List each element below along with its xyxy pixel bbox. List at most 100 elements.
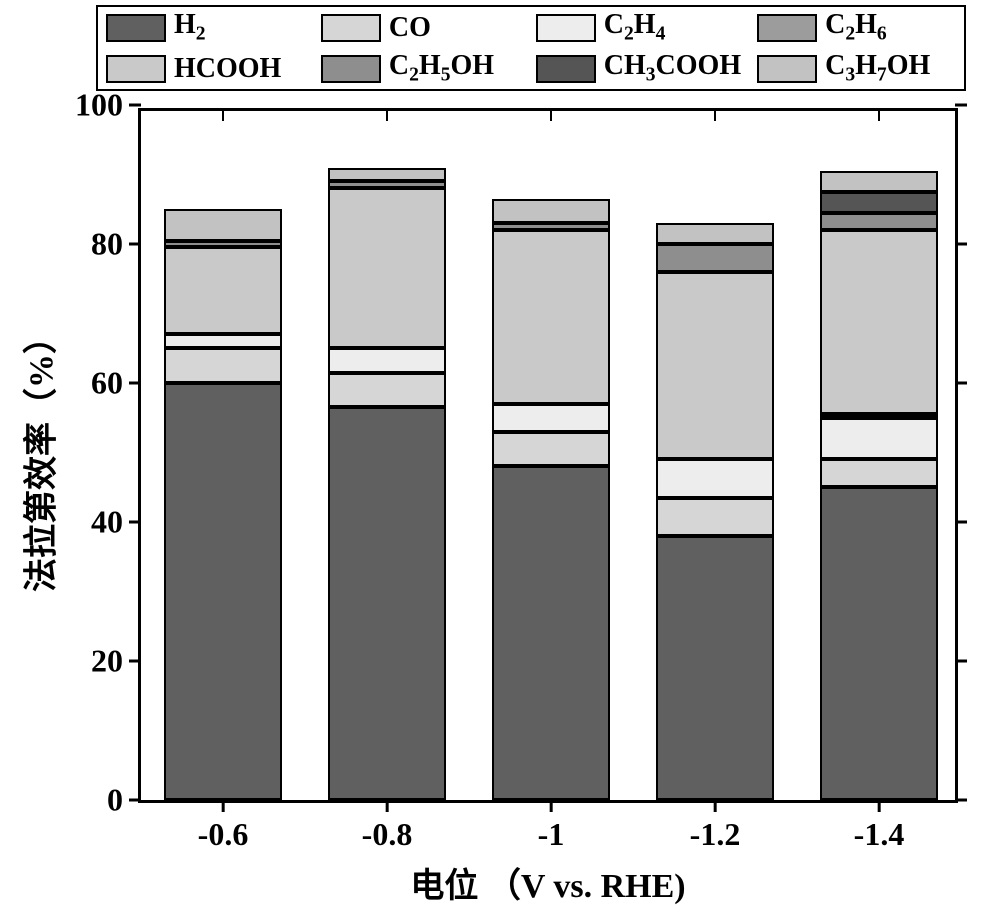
chart-canvas: H2COC2H4C2H6HCOOHC2H5OHCH3COOHC3H7OH 020… <box>0 0 1000 908</box>
y-tick-mark <box>129 382 141 385</box>
legend-label: C2H5OH <box>389 50 494 87</box>
x-tick-label: -1.4 <box>854 812 905 853</box>
legend-item-C3H7OH: C3H7OH <box>749 48 964 89</box>
y-axis-label: 法拉第效率（%） <box>14 320 63 592</box>
bar-segment-CO <box>820 459 938 487</box>
y-tick-mark <box>129 521 141 524</box>
legend-item-C2H6: C2H6 <box>749 7 964 48</box>
legend-item-CH3COOH: CH3COOH <box>528 48 749 89</box>
bar-segment-H2 <box>492 466 610 800</box>
bar-segment-H2 <box>820 487 938 800</box>
bar-segment-C2H4 <box>164 334 282 348</box>
y-tick-mark <box>129 104 141 107</box>
y-tick: 20 <box>91 643 141 680</box>
y-tick-mark-right <box>955 660 967 663</box>
bar-segment-H2 <box>164 383 282 800</box>
y-tick-label: 0 <box>107 782 129 819</box>
legend-swatch <box>106 55 166 83</box>
bar-group <box>656 105 774 800</box>
bar-segment-C2H4 <box>820 418 938 460</box>
bar-segment-C2H5OH <box>164 241 282 248</box>
legend-label: CO <box>389 12 431 44</box>
bar-segment-C3H7OH <box>656 223 774 244</box>
legend-swatch <box>536 14 596 42</box>
legend-item-CO: CO <box>313 10 528 46</box>
legend-item-C2H5OH: C2H5OH <box>313 48 528 89</box>
y-tick-label: 40 <box>91 504 129 541</box>
bar-segment-C3H7OH <box>164 209 282 240</box>
x-tick-label: -0.6 <box>198 812 249 853</box>
bar-segment-HCOOH <box>492 230 610 404</box>
y-tick-mark-right <box>955 799 967 802</box>
legend-item-C2H4: C2H4 <box>528 7 749 48</box>
x-tick: -0.6 <box>198 800 249 853</box>
bar-segment-H2 <box>656 536 774 800</box>
bar-segment-HCOOH <box>328 188 446 348</box>
y-tick: 80 <box>91 226 141 263</box>
bar-segment-H2 <box>328 407 446 800</box>
bar-segment-C2H4 <box>328 348 446 372</box>
bar-group <box>328 105 446 800</box>
bar-segment-C2H5OH <box>656 244 774 272</box>
legend-label: C3H7OH <box>825 50 930 87</box>
y-tick-mark <box>129 243 141 246</box>
legend-swatch <box>757 14 817 42</box>
x-tick-top <box>550 111 552 121</box>
x-axis-label: 电位 （V vs. RHE) <box>410 858 685 907</box>
bar-segment-C2H5OH <box>820 213 938 230</box>
y-tick: 0 <box>107 782 141 819</box>
x-tick-top <box>222 111 224 121</box>
x-tick-mark <box>714 800 717 812</box>
y-tick-mark-right <box>955 243 967 246</box>
bar-group <box>492 105 610 800</box>
y-tick: 40 <box>91 504 141 541</box>
bar-segment-HCOOH <box>820 230 938 414</box>
bar-segment-C2H5OH <box>492 223 610 230</box>
x-tick-mark <box>386 800 389 812</box>
legend-label: HCOOH <box>174 53 281 85</box>
x-tick: -1.2 <box>690 800 741 853</box>
legend-item-HCOOH: HCOOH <box>98 51 313 87</box>
legend-swatch <box>106 14 166 42</box>
legend: H2 CO C2H4 C2H6 HCOOH C2H5OH CH3COOH C3H7OH <box>96 5 966 91</box>
legend-swatch <box>757 55 817 83</box>
y-tick-label: 80 <box>91 226 129 263</box>
x-tick: -0.8 <box>362 800 413 853</box>
y-tick-label: 100 <box>75 87 129 124</box>
x-tick-top <box>878 111 880 121</box>
y-tick: 60 <box>91 365 141 402</box>
bar-segment-C2H4 <box>492 404 610 432</box>
y-tick-mark <box>129 660 141 663</box>
bar-group <box>164 105 282 800</box>
legend-swatch <box>321 55 381 83</box>
legend-label: C2H6 <box>825 9 887 46</box>
bar-segment-C3H7OH <box>820 171 938 192</box>
legend-label: C2H4 <box>604 9 666 46</box>
y-tick-mark-right <box>955 104 967 107</box>
bar-segment-HCOOH <box>164 247 282 334</box>
bar-segment-CO <box>164 348 282 383</box>
y-tick-label: 20 <box>91 643 129 680</box>
x-tick: -1 <box>538 800 565 853</box>
y-tick: 100 <box>75 87 141 124</box>
x-tick-mark <box>222 800 225 812</box>
legend-swatch <box>321 14 381 42</box>
y-tick-mark-right <box>955 521 967 524</box>
x-tick: -1.4 <box>854 800 905 853</box>
bar-segment-C3H7OH <box>492 199 610 223</box>
bar-segment-CO <box>328 373 446 408</box>
legend-swatch <box>536 55 596 83</box>
y-tick-mark <box>129 799 141 802</box>
bar-segment-HCOOH <box>656 272 774 460</box>
bar-segment-C2H5OH <box>328 181 446 188</box>
legend-label: H2 <box>174 9 206 46</box>
bar-segment-CO <box>492 432 610 467</box>
bar-segment-C2H4 <box>656 459 774 497</box>
bar-group <box>820 105 938 800</box>
bar-segment-C2H6 <box>820 414 938 418</box>
legend-item-H2: H2 <box>98 7 313 48</box>
x-tick-top <box>386 111 388 121</box>
x-tick-label: -0.8 <box>362 812 413 853</box>
plot-inner <box>141 111 955 800</box>
plot-area: 020406080100-0.6-0.8-1-1.2-1.4 <box>138 108 958 803</box>
